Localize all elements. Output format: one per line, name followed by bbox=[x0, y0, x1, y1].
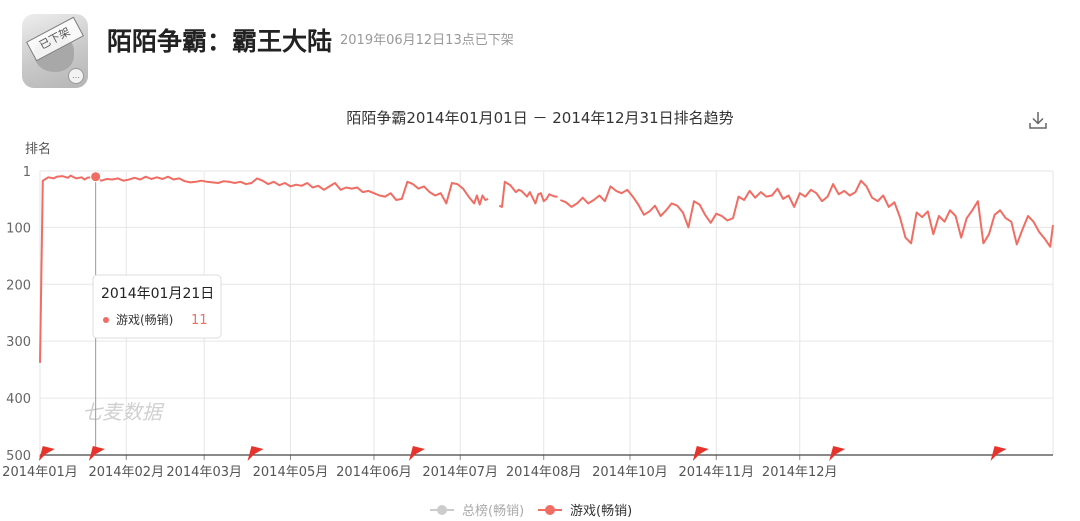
series-line-游戏(畅销) bbox=[498, 180, 558, 208]
x-tick-label: 2014年11月 bbox=[678, 465, 754, 480]
x-tick-label: 2014年01月 bbox=[2, 465, 78, 480]
y-axis-label: 排名 bbox=[25, 141, 51, 157]
x-tick-label: 2014年10月 bbox=[592, 465, 668, 480]
legend-marker[interactable] bbox=[437, 505, 447, 515]
x-tick-label: 2014年05月 bbox=[253, 465, 329, 480]
x-tick-label: 2014年03月 bbox=[166, 465, 242, 480]
event-flag-icon[interactable] bbox=[990, 446, 1007, 461]
app-status: 2019年06月12日13点已下架 bbox=[340, 33, 514, 48]
legend-marker[interactable] bbox=[545, 505, 555, 515]
event-flag-icon[interactable] bbox=[88, 446, 105, 461]
tooltip-box bbox=[92, 274, 222, 339]
watermark: 七麦数据 bbox=[82, 400, 165, 424]
y-tick-label: 400 bbox=[6, 392, 31, 407]
series-line-游戏(畅销) bbox=[39, 174, 489, 363]
download-icon[interactable] bbox=[1026, 108, 1050, 132]
tooltip-date: 2014年01月21日 bbox=[101, 286, 214, 302]
app-title: 陌陌争霸：霸王大陆 bbox=[107, 27, 333, 56]
event-flag-icon[interactable] bbox=[829, 446, 846, 461]
tooltip-point bbox=[90, 171, 102, 183]
series-line-游戏(畅销) bbox=[560, 179, 1054, 248]
legend-item[interactable]: 游戏(畅销) bbox=[570, 504, 632, 519]
tooltip-value: 11 bbox=[191, 313, 208, 328]
event-flag-icon[interactable] bbox=[408, 446, 425, 461]
app-icon: … 已下架 bbox=[22, 14, 88, 88]
event-flag-icon[interactable] bbox=[692, 446, 709, 461]
x-tick-label: 2014年06月 bbox=[336, 465, 412, 480]
tooltip-series-dot bbox=[103, 317, 109, 323]
event-flag-icon[interactable] bbox=[247, 446, 264, 461]
tooltip-series-name: 游戏(畅销) bbox=[116, 313, 173, 327]
y-tick-label: 300 bbox=[6, 335, 31, 350]
chat-icon: … bbox=[68, 68, 84, 84]
y-tick-label: 200 bbox=[6, 278, 31, 293]
x-tick-label: 2014年12月 bbox=[762, 465, 838, 480]
y-tick-label: 100 bbox=[6, 221, 31, 236]
x-tick-label: 2014年02月 bbox=[88, 465, 164, 480]
chart-title: 陌陌争霸2014年01月01日 － 2014年12月31日排名趋势 bbox=[346, 109, 734, 127]
x-tick-label: 2014年08月 bbox=[506, 465, 582, 480]
event-flag-icon[interactable] bbox=[38, 446, 55, 461]
x-tick-label: 2014年07月 bbox=[422, 465, 498, 480]
app-header: … 已下架 陌陌争霸：霸王大陆 2019年06月12日13点已下架 bbox=[0, 0, 1080, 100]
legend-item[interactable]: 总榜(畅销) bbox=[462, 503, 524, 519]
y-tick-label: 500 bbox=[6, 449, 31, 464]
y-tick-label: 1 bbox=[23, 165, 31, 180]
